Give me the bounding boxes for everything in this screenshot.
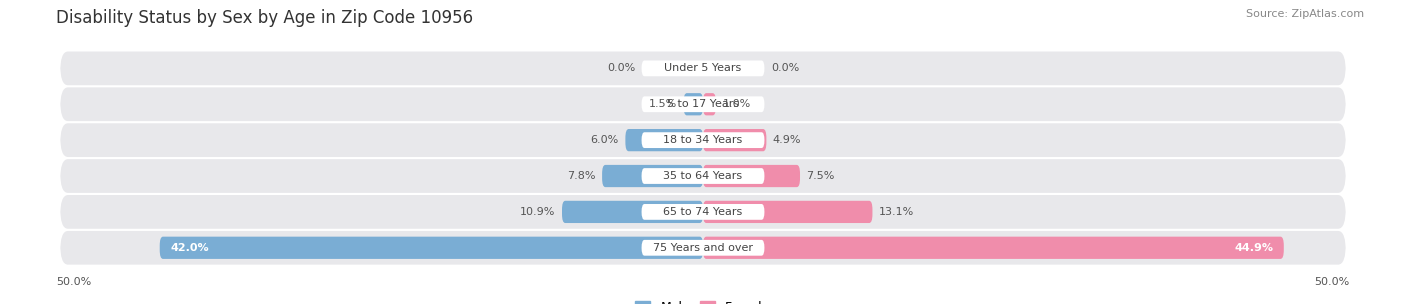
Text: 65 to 74 Years: 65 to 74 Years bbox=[664, 207, 742, 217]
Text: 5 to 17 Years: 5 to 17 Years bbox=[666, 99, 740, 109]
FancyBboxPatch shape bbox=[626, 129, 703, 151]
FancyBboxPatch shape bbox=[641, 240, 765, 256]
FancyBboxPatch shape bbox=[641, 204, 765, 220]
Text: 7.8%: 7.8% bbox=[567, 171, 596, 181]
Text: 1.0%: 1.0% bbox=[723, 99, 751, 109]
FancyBboxPatch shape bbox=[641, 132, 765, 148]
Text: 0.0%: 0.0% bbox=[607, 63, 636, 73]
Text: 13.1%: 13.1% bbox=[879, 207, 914, 217]
Text: 6.0%: 6.0% bbox=[591, 135, 619, 145]
FancyBboxPatch shape bbox=[160, 237, 703, 259]
FancyBboxPatch shape bbox=[703, 201, 873, 223]
Text: Disability Status by Sex by Age in Zip Code 10956: Disability Status by Sex by Age in Zip C… bbox=[56, 9, 474, 27]
FancyBboxPatch shape bbox=[60, 87, 1346, 121]
FancyBboxPatch shape bbox=[60, 51, 1346, 85]
Text: 4.9%: 4.9% bbox=[773, 135, 801, 145]
FancyBboxPatch shape bbox=[641, 96, 765, 112]
Text: Under 5 Years: Under 5 Years bbox=[665, 63, 741, 73]
Text: 50.0%: 50.0% bbox=[1315, 277, 1350, 287]
FancyBboxPatch shape bbox=[602, 165, 703, 187]
Text: Source: ZipAtlas.com: Source: ZipAtlas.com bbox=[1246, 9, 1364, 19]
FancyBboxPatch shape bbox=[703, 93, 716, 116]
Text: 50.0%: 50.0% bbox=[56, 277, 91, 287]
FancyBboxPatch shape bbox=[60, 123, 1346, 157]
FancyBboxPatch shape bbox=[641, 168, 765, 184]
Text: 18 to 34 Years: 18 to 34 Years bbox=[664, 135, 742, 145]
FancyBboxPatch shape bbox=[60, 195, 1346, 229]
Text: 75 Years and over: 75 Years and over bbox=[652, 243, 754, 253]
Text: 1.5%: 1.5% bbox=[650, 99, 678, 109]
Legend: Male, Female: Male, Female bbox=[630, 296, 776, 304]
FancyBboxPatch shape bbox=[683, 93, 703, 116]
Text: 35 to 64 Years: 35 to 64 Years bbox=[664, 171, 742, 181]
FancyBboxPatch shape bbox=[60, 159, 1346, 193]
FancyBboxPatch shape bbox=[703, 129, 766, 151]
FancyBboxPatch shape bbox=[562, 201, 703, 223]
Text: 44.9%: 44.9% bbox=[1234, 243, 1274, 253]
Text: 42.0%: 42.0% bbox=[170, 243, 208, 253]
Text: 7.5%: 7.5% bbox=[807, 171, 835, 181]
FancyBboxPatch shape bbox=[641, 60, 765, 76]
FancyBboxPatch shape bbox=[703, 165, 800, 187]
FancyBboxPatch shape bbox=[60, 231, 1346, 265]
Text: 10.9%: 10.9% bbox=[520, 207, 555, 217]
FancyBboxPatch shape bbox=[703, 237, 1284, 259]
Text: 0.0%: 0.0% bbox=[770, 63, 799, 73]
